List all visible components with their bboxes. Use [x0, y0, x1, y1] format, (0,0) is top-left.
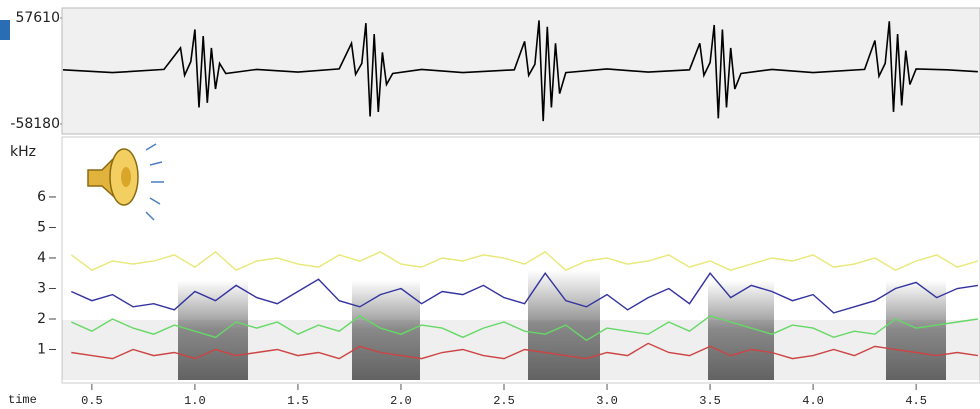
y-tick-label: 5: [37, 219, 46, 235]
analysis-window: kHz time 57610 -58180 1 2 3 4 5 6 0.5 1.0 1.5 2.0 2.…: [0, 0, 980, 409]
x-axis-label: time: [8, 393, 37, 407]
x-tick-label: 1.5: [287, 394, 309, 408]
y-tick-label: 1: [37, 341, 46, 357]
y-tick-label: 6: [37, 189, 46, 205]
x-tick-label: 4.0: [802, 394, 824, 408]
y-axis-label: kHz: [10, 144, 36, 160]
y-tick-label: 3: [37, 280, 46, 296]
x-tick-label: 3.5: [699, 394, 721, 408]
y-tick-label: -58180: [10, 116, 60, 132]
y-tick-label: 4: [37, 250, 46, 266]
x-tick-label: 1.0: [184, 394, 206, 408]
x-tick-label: 2.5: [493, 394, 515, 408]
x-tick-label: 3.0: [596, 394, 618, 408]
x-tick-label: 4.5: [905, 394, 927, 408]
x-tick-label: 0.5: [81, 394, 103, 408]
x-tick-label: 2.0: [390, 394, 412, 408]
y-tick-label: 57610: [15, 10, 60, 26]
y-tick-label: 2: [37, 311, 46, 327]
window-edge: [0, 20, 10, 40]
